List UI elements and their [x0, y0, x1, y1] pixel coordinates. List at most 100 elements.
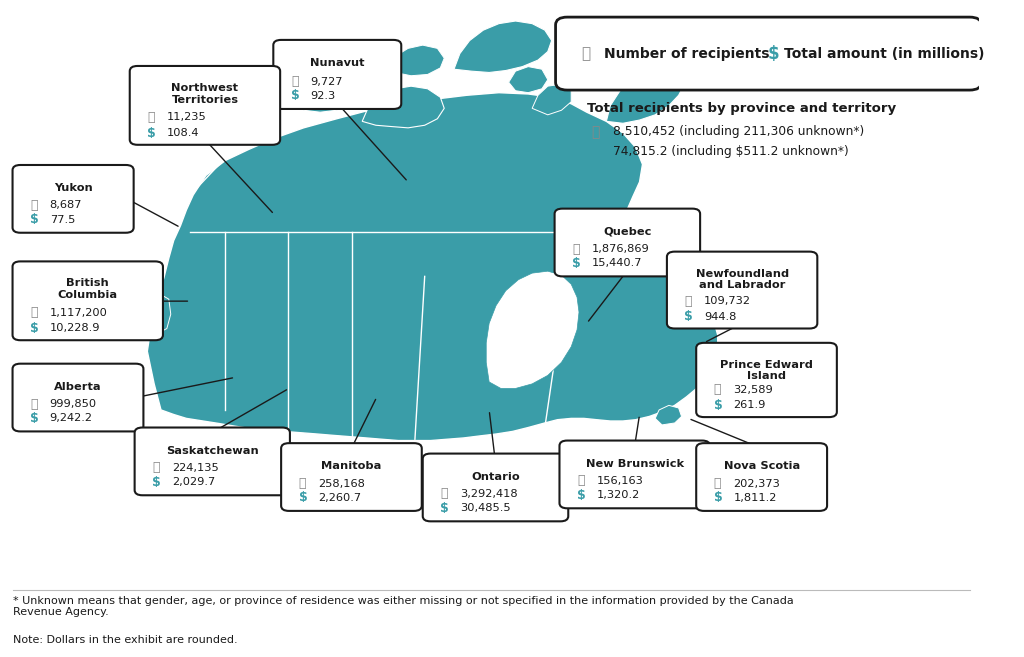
Text: 3,292,418: 3,292,418 — [460, 489, 517, 499]
Polygon shape — [509, 66, 548, 93]
FancyBboxPatch shape — [282, 443, 422, 511]
Text: $: $ — [153, 476, 161, 489]
Text: $: $ — [714, 491, 723, 505]
FancyBboxPatch shape — [696, 343, 837, 417]
Polygon shape — [532, 84, 571, 115]
Text: Number of recipients: Number of recipients — [604, 47, 770, 60]
Text: 1,811.2: 1,811.2 — [733, 493, 776, 503]
Text: ⛹: ⛹ — [714, 383, 721, 396]
Text: ⛹: ⛹ — [581, 46, 590, 61]
Text: 8,510,452 (including 211,306 unknown*): 8,510,452 (including 211,306 unknown*) — [613, 125, 864, 138]
Text: 156,163: 156,163 — [597, 476, 643, 486]
Polygon shape — [454, 21, 552, 72]
Text: 74,815.2 (including $511.2 unknown*): 74,815.2 (including $511.2 unknown*) — [613, 145, 849, 158]
Text: Total amount (in millions): Total amount (in millions) — [784, 47, 985, 60]
Text: 999,850: 999,850 — [49, 399, 97, 409]
Text: Ontario: Ontario — [471, 472, 520, 482]
FancyBboxPatch shape — [423, 453, 568, 521]
FancyBboxPatch shape — [12, 261, 163, 340]
Polygon shape — [147, 93, 718, 441]
Text: Northwest
Territories: Northwest Territories — [171, 83, 239, 104]
Text: $: $ — [592, 145, 601, 159]
FancyBboxPatch shape — [130, 66, 281, 145]
Text: ⛹: ⛹ — [153, 461, 160, 474]
Text: $: $ — [684, 310, 693, 323]
Text: ⛹: ⛹ — [30, 199, 38, 212]
Text: $: $ — [578, 489, 586, 502]
Text: 944.8: 944.8 — [705, 312, 736, 322]
Text: 1,117,200: 1,117,200 — [49, 308, 108, 318]
FancyBboxPatch shape — [667, 252, 817, 328]
Polygon shape — [150, 294, 171, 334]
Text: Yukon: Yukon — [53, 183, 92, 193]
Text: $: $ — [30, 214, 39, 226]
Text: Saskatchewan: Saskatchewan — [166, 445, 259, 456]
Text: ⛹: ⛹ — [30, 306, 38, 319]
Polygon shape — [655, 405, 682, 425]
Text: ⛹: ⛹ — [592, 125, 600, 139]
Text: 2,029.7: 2,029.7 — [172, 477, 215, 487]
Text: 32,589: 32,589 — [733, 385, 773, 395]
Text: 30,485.5: 30,485.5 — [460, 503, 511, 513]
Polygon shape — [714, 367, 784, 412]
FancyBboxPatch shape — [555, 209, 700, 277]
Text: 2,260.7: 2,260.7 — [318, 493, 361, 503]
FancyBboxPatch shape — [12, 364, 143, 432]
Text: 109,732: 109,732 — [705, 296, 751, 306]
Text: ⛹: ⛹ — [291, 75, 298, 88]
Text: $: $ — [572, 257, 581, 270]
Text: Alberta: Alberta — [54, 382, 101, 392]
Text: $: $ — [147, 127, 156, 139]
Text: Quebec: Quebec — [603, 227, 651, 237]
Text: $: $ — [299, 491, 307, 505]
Text: ⛹: ⛹ — [684, 294, 692, 307]
Text: ⛹: ⛹ — [440, 487, 447, 501]
Polygon shape — [303, 69, 367, 112]
Text: 261.9: 261.9 — [733, 400, 766, 411]
Text: New Brunswick: New Brunswick — [586, 459, 684, 469]
Text: ⛹: ⛹ — [30, 397, 38, 411]
Text: * Unknown means that gender, age, or province of residence was either missing or: * Unknown means that gender, age, or pro… — [12, 596, 794, 617]
Text: 11,235: 11,235 — [167, 112, 207, 122]
Text: 1,876,869: 1,876,869 — [592, 244, 649, 254]
Text: British
Columbia: British Columbia — [57, 279, 118, 300]
Text: 224,135: 224,135 — [172, 463, 218, 473]
Polygon shape — [486, 271, 579, 388]
Text: $: $ — [714, 399, 723, 412]
Polygon shape — [362, 86, 444, 128]
Text: 10,228.9: 10,228.9 — [49, 323, 100, 334]
Text: Nunavut: Nunavut — [310, 58, 365, 68]
FancyBboxPatch shape — [556, 17, 981, 90]
FancyBboxPatch shape — [12, 165, 134, 233]
Text: $: $ — [768, 45, 779, 62]
Text: Total recipients by province and territory: Total recipients by province and territo… — [587, 102, 896, 115]
Text: 9,242.2: 9,242.2 — [49, 413, 92, 423]
Text: ⛹: ⛹ — [299, 477, 306, 490]
Text: 1,320.2: 1,320.2 — [597, 490, 640, 500]
FancyBboxPatch shape — [696, 443, 827, 511]
Text: 9,727: 9,727 — [310, 77, 343, 87]
Text: $: $ — [440, 502, 450, 515]
Text: 8,687: 8,687 — [49, 200, 82, 210]
Text: 108.4: 108.4 — [167, 128, 200, 138]
FancyBboxPatch shape — [559, 441, 710, 509]
Text: Newfoundland
and Labrador: Newfoundland and Labrador — [695, 269, 788, 290]
Text: ⛹: ⛹ — [578, 474, 585, 487]
Text: $: $ — [30, 412, 39, 425]
Text: 15,440.7: 15,440.7 — [592, 258, 642, 268]
Text: ⛹: ⛹ — [572, 242, 580, 256]
Text: ⛹: ⛹ — [714, 477, 721, 490]
Text: Manitoba: Manitoba — [322, 461, 382, 471]
Text: $: $ — [291, 89, 300, 102]
Text: ⛹: ⛹ — [147, 111, 155, 124]
Text: Note: Dollars in the exhibit are rounded.: Note: Dollars in the exhibit are rounded… — [12, 635, 238, 645]
Polygon shape — [388, 45, 444, 76]
FancyBboxPatch shape — [273, 40, 401, 109]
Text: 258,168: 258,168 — [318, 478, 366, 489]
FancyBboxPatch shape — [134, 428, 290, 495]
Text: 202,373: 202,373 — [733, 478, 780, 489]
Polygon shape — [606, 62, 684, 124]
Text: Prince Edward
Island: Prince Edward Island — [720, 360, 813, 381]
Text: $: $ — [30, 322, 39, 335]
Text: 92.3: 92.3 — [310, 91, 336, 101]
